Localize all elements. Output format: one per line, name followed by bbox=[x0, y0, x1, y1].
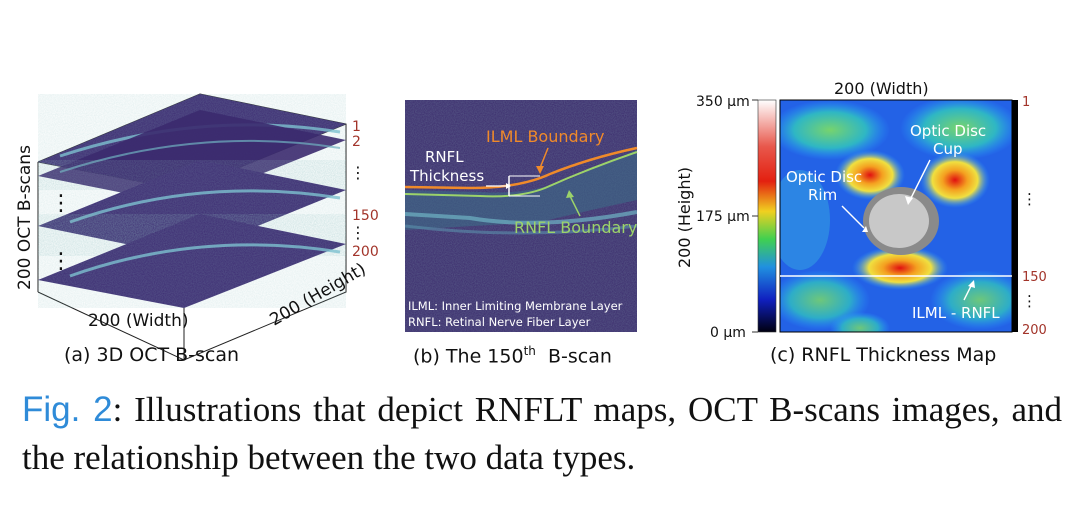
figure-caption: Fig. 2: Illustrations that depict RNFLT … bbox=[22, 386, 1062, 482]
panel-a-3d-oct: ⋮ ⋮ 200 OCT B-scans 200 (Width) 200 (Hei… bbox=[15, 93, 379, 361]
row-number: 200 bbox=[1022, 323, 1047, 338]
ilml-rnfl-line-label: ILML - RNFL bbox=[912, 304, 1000, 322]
caption-a: (a) 3D OCT B-scan bbox=[64, 344, 240, 366]
rnfl-thickness-label: RNFL bbox=[425, 148, 464, 166]
slice-number: ⋮ bbox=[350, 163, 366, 182]
slice-number: 2 bbox=[352, 134, 361, 150]
caption-b: (b) The 150th B-scan bbox=[413, 344, 612, 367]
panel-b-bscan: ILML Boundary RNFL Thickness RNFL Bounda… bbox=[404, 100, 638, 332]
row-number: ⋮ bbox=[1022, 292, 1037, 310]
cup-label: Optic Disc bbox=[910, 122, 986, 140]
ellipsis-mark: ⋮ bbox=[50, 249, 72, 274]
map-left-label: 200 (Height) bbox=[675, 167, 694, 268]
figure-panels: ⋮ ⋮ 200 OCT B-scans 200 (Width) 200 (Hei… bbox=[15, 79, 1047, 361]
rim-label: Rim bbox=[808, 186, 837, 204]
map-top-label: 200 (Width) bbox=[834, 79, 929, 98]
legend-line: RNFL: Retinal Nerve Fiber Layer bbox=[408, 315, 591, 329]
row-number: ⋮ bbox=[1022, 190, 1037, 208]
slice-number: 1 bbox=[352, 119, 361, 135]
legend-line: ILML: Inner Limiting Membrane Layer bbox=[408, 299, 623, 313]
colorbar bbox=[757, 99, 777, 333]
colorbar-tick: 350 µm bbox=[696, 94, 750, 110]
rnfl-boundary-label: RNFL Boundary bbox=[514, 218, 637, 237]
caption-b-prefix: (b) The 150 bbox=[413, 345, 524, 368]
cup-label: Cup bbox=[933, 140, 963, 158]
slice-number: 200 bbox=[352, 244, 379, 260]
x-axis-label: 200 (Width) bbox=[88, 311, 189, 331]
figure-label: Fig. 2 bbox=[22, 390, 113, 429]
optic-disc-cup bbox=[869, 194, 929, 248]
row-number: 150 bbox=[1022, 270, 1047, 285]
rim-label: Optic Disc bbox=[786, 168, 862, 186]
ilml-boundary-label: ILML Boundary bbox=[486, 127, 605, 146]
caption-b-sup: th bbox=[523, 344, 536, 358]
slice-number: ⋮ bbox=[350, 223, 366, 242]
ilml-boundary-line bbox=[404, 146, 638, 190]
oct-slice-150 bbox=[38, 160, 346, 256]
caption-c: (c) RNFL Thickness Map bbox=[770, 344, 997, 366]
figure-caption-text: : Illustrations that depict RNFLT maps, … bbox=[22, 390, 1062, 477]
caption-b-suffix: B-scan bbox=[547, 345, 612, 368]
thickness-map-image bbox=[780, 100, 1012, 332]
slice-number: 150 bbox=[352, 208, 379, 224]
row-number: 1 bbox=[1022, 95, 1030, 110]
colorbar-tick: 0 µm bbox=[710, 325, 746, 341]
y-axis-label: 200 OCT B-scans bbox=[15, 145, 35, 290]
panel-c-thickness-map: 200 (Width) 200 (Height) 350 µm 175 µm 0… bbox=[675, 79, 1047, 341]
oct-slice-200 bbox=[38, 214, 346, 308]
colorbar-tick: 175 µm bbox=[696, 209, 750, 225]
ellipsis-mark: ⋮ bbox=[50, 191, 72, 216]
oct-slice-2 bbox=[38, 110, 346, 205]
rnfl-thickness-label: Thickness bbox=[409, 167, 484, 185]
depth-axis-label: 200 (Height) bbox=[267, 259, 370, 330]
rnfl-boundary-line bbox=[404, 151, 638, 198]
